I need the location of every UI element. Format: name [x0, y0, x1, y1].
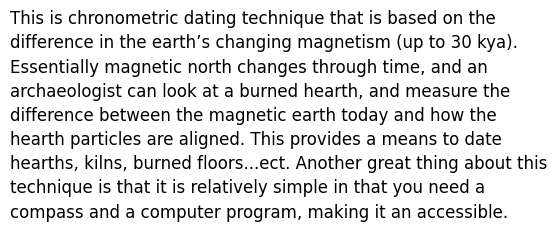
Text: technique is that it is relatively simple in that you need a: technique is that it is relatively simpl…: [10, 179, 485, 196]
Text: hearth particles are aligned. This provides a means to date: hearth particles are aligned. This provi…: [10, 131, 502, 148]
Text: Essentially magnetic north changes through time, and an: Essentially magnetic north changes throu…: [10, 58, 488, 76]
Text: compass and a computer program, making it an accessible.: compass and a computer program, making i…: [10, 203, 508, 221]
Text: archaeologist can look at a burned hearth, and measure the: archaeologist can look at a burned heart…: [10, 82, 511, 100]
Text: difference between the magnetic earth today and how the: difference between the magnetic earth to…: [10, 106, 497, 124]
Text: hearths, kilns, burned floors...ect. Another great thing about this: hearths, kilns, burned floors...ect. Ano…: [10, 155, 547, 172]
Text: difference in the earth’s changing magnetism (up to 30 kya).: difference in the earth’s changing magne…: [10, 34, 518, 52]
Text: This is chronometric dating technique that is based on the: This is chronometric dating technique th…: [10, 10, 496, 28]
